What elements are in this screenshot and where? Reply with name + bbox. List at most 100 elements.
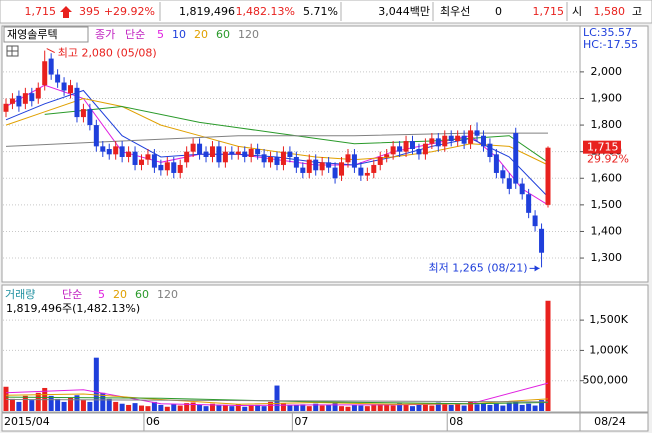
candle-body bbox=[500, 170, 506, 179]
volume-bar bbox=[319, 405, 325, 411]
candle-body bbox=[461, 135, 467, 144]
volume-bar bbox=[171, 404, 177, 411]
volume-bar bbox=[487, 404, 493, 411]
candle-body bbox=[513, 133, 519, 184]
candle-body bbox=[539, 228, 545, 253]
volume-bar bbox=[287, 405, 293, 411]
volume-bar bbox=[197, 404, 203, 411]
y-tick-label: 1,500 bbox=[591, 198, 623, 211]
volume-bar bbox=[435, 402, 441, 411]
candle-body bbox=[16, 95, 22, 107]
header-turnover: 5.71% bbox=[303, 5, 338, 18]
header-best-price: 1,715 bbox=[533, 5, 565, 18]
y-tick-label: 1,600 bbox=[591, 171, 623, 184]
header-best-label: 최우선 bbox=[440, 5, 470, 18]
candle-body bbox=[184, 151, 190, 163]
volume-bar bbox=[429, 405, 435, 411]
volume-bar bbox=[306, 406, 312, 411]
volume-bar bbox=[9, 398, 15, 411]
candle-body bbox=[74, 87, 80, 118]
candle-body bbox=[29, 93, 35, 102]
volume-bar bbox=[132, 403, 138, 411]
candle-body bbox=[113, 146, 119, 155]
volume-bar bbox=[55, 398, 61, 411]
candle-body bbox=[480, 135, 486, 147]
volume-bar bbox=[184, 403, 190, 411]
candle-body bbox=[203, 151, 209, 157]
volume-bar bbox=[532, 405, 538, 411]
legend-entry: 5 bbox=[98, 288, 105, 301]
volume-bar bbox=[16, 401, 22, 411]
candle-body bbox=[442, 135, 448, 147]
header-open: 1,580 bbox=[594, 5, 626, 18]
volume-panel bbox=[1, 284, 649, 413]
candle-body bbox=[274, 156, 280, 165]
candle-body bbox=[164, 162, 170, 171]
candle-body bbox=[255, 149, 261, 155]
candle-body bbox=[384, 154, 390, 157]
legend-entry: 20 bbox=[194, 28, 208, 41]
candle-body bbox=[9, 98, 15, 104]
volume-bar bbox=[519, 404, 525, 411]
candle-body bbox=[364, 172, 370, 176]
candle-body bbox=[268, 156, 274, 163]
volume-bar bbox=[500, 405, 506, 411]
volume-bar bbox=[377, 403, 383, 411]
legend-entry: 10 bbox=[172, 28, 186, 41]
volume-bar bbox=[209, 403, 215, 411]
x-axis-row bbox=[1, 412, 649, 432]
y-tick-label: 1,300 bbox=[591, 251, 623, 264]
candle-body bbox=[87, 109, 93, 126]
candle-body bbox=[55, 74, 61, 83]
candle-body bbox=[371, 164, 377, 173]
candle-body bbox=[93, 125, 99, 147]
price-panel bbox=[1, 25, 649, 283]
candle-body bbox=[151, 154, 157, 168]
x-tick-label: 08 bbox=[449, 415, 463, 428]
volume-bar bbox=[313, 403, 319, 411]
volume-bar bbox=[164, 406, 170, 411]
candle-body bbox=[216, 146, 222, 163]
ma-line bbox=[5, 399, 549, 403]
volume-bar bbox=[145, 406, 151, 411]
stock-name: 재영솔루텍 bbox=[7, 28, 58, 41]
ma-line bbox=[5, 396, 549, 405]
volume-title: 거래량 bbox=[5, 288, 35, 301]
volume-bar bbox=[539, 400, 545, 411]
volume-bar bbox=[422, 403, 428, 411]
candle-body bbox=[119, 146, 125, 157]
header-change-pct: +29.92% bbox=[104, 5, 155, 18]
volume-bar bbox=[48, 395, 54, 411]
legend-method: 단순 bbox=[125, 28, 145, 41]
candle-body bbox=[293, 156, 299, 168]
candle-body bbox=[403, 141, 409, 152]
hc-label: HC:-17.55 bbox=[583, 38, 638, 51]
volume-bar bbox=[235, 404, 241, 411]
volume-bar bbox=[222, 404, 228, 411]
candle-body bbox=[397, 146, 403, 152]
legend-title: 종가 bbox=[95, 28, 115, 41]
legend-entry: 60 bbox=[135, 288, 149, 301]
volume-bar bbox=[351, 404, 357, 411]
volume-bar bbox=[403, 404, 409, 411]
candle-body bbox=[280, 151, 286, 165]
candle-body bbox=[48, 58, 54, 75]
candle-body bbox=[416, 149, 422, 155]
candle-body bbox=[139, 159, 144, 165]
volume-bar bbox=[3, 386, 9, 411]
volume-bar bbox=[448, 404, 454, 411]
price-tag bbox=[583, 140, 621, 154]
candle-body bbox=[474, 130, 480, 136]
volume-bar bbox=[274, 385, 280, 411]
header-amount: 3,044백만 bbox=[378, 5, 430, 18]
price-tag-label: 1,715 bbox=[587, 141, 619, 154]
candle-body bbox=[287, 151, 293, 157]
volume-bar bbox=[455, 403, 461, 411]
volume-bar bbox=[410, 406, 415, 411]
y-tick-label: 2,000 bbox=[591, 65, 623, 78]
volume-bar bbox=[339, 406, 345, 411]
volume-bar bbox=[468, 401, 474, 411]
min-label: 최저 1,265 (08/21) bbox=[429, 261, 528, 274]
candle-body bbox=[326, 162, 332, 168]
volume-bar bbox=[229, 406, 235, 411]
